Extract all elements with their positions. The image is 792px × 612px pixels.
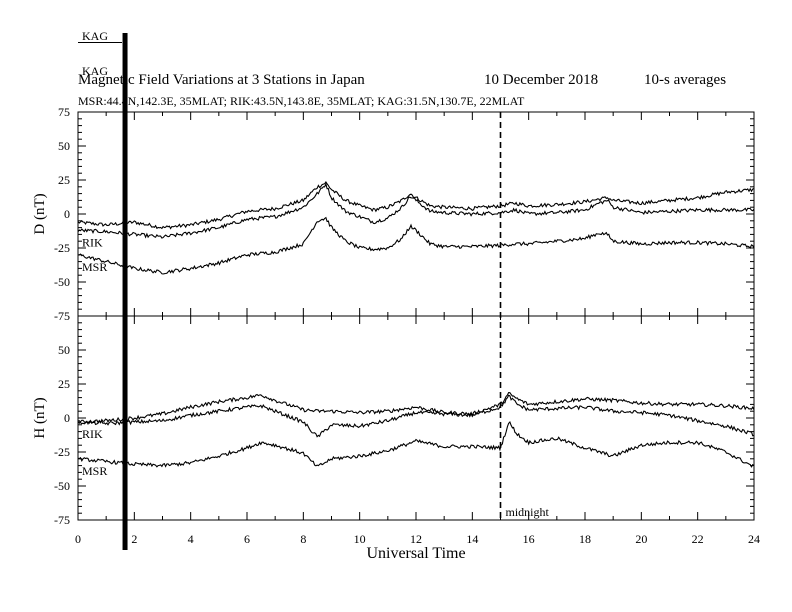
chart-averaging: 10-s averages — [644, 72, 727, 88]
series-msr-d — [78, 216, 755, 275]
panel-h-ytick-label: -25 — [54, 445, 70, 459]
chart-date: 10 December 2018 — [484, 72, 599, 88]
stray-kag-label-mid: KAG — [82, 64, 108, 78]
series-rik-d — [77, 182, 755, 239]
x-axis-label: Universal Time — [366, 545, 465, 562]
xtick-label: 0 — [75, 532, 81, 546]
xtick-label: 22 — [692, 532, 704, 546]
station-coordinates: MSR:44.4N,142.3E, 35MLAT; RIK:43.5N,143.… — [78, 94, 525, 108]
panel-d-ytick-label: 0 — [64, 207, 70, 221]
xtick-label: 16 — [523, 532, 535, 546]
series-msr-h — [77, 420, 755, 468]
panel-h-ytick-label: 50 — [58, 343, 70, 357]
chart-title: Magnetic Field Variations at 3 Stations … — [78, 72, 365, 88]
series-label-msr-h: MSR — [82, 464, 107, 478]
xtick-label: 2 — [131, 532, 137, 546]
xtick-label: 12 — [410, 532, 422, 546]
xtick-label: 24 — [748, 532, 760, 546]
panel-d-frame — [77, 111, 755, 317]
panel-d-ylabel: D (nT) — [32, 193, 48, 234]
series-label-rik-d: RIK — [82, 235, 103, 249]
xtick-label: 8 — [300, 532, 306, 546]
panel-d-ytick-label: 25 — [58, 173, 70, 187]
panel-d-ytick-label: 75 — [58, 105, 70, 119]
panel-h-ytick-label: 0 — [64, 411, 70, 425]
panel-h-frame — [77, 315, 755, 521]
panel-d-ytick-label: -25 — [54, 241, 70, 255]
stray-kag-label-top: KAG — [82, 29, 108, 43]
panel-d-ytick-label: -75 — [54, 309, 70, 323]
midnight-marker-label: midnight — [506, 505, 550, 519]
series-kag-d — [77, 181, 755, 230]
xtick-label: 18 — [579, 532, 591, 546]
xtick-label: 20 — [635, 532, 647, 546]
panel-d-ytick-label: 50 — [58, 139, 70, 153]
xtick-label: 14 — [466, 532, 478, 546]
series-kag-h — [77, 392, 755, 425]
series-label-msr-d: MSR — [82, 260, 107, 274]
panel-h-ylabel: H (nT) — [32, 397, 48, 438]
panel-h-ytick-label: -75 — [54, 513, 70, 527]
xtick-label: 10 — [354, 532, 366, 546]
series-rik-h — [77, 394, 755, 438]
panel-d-ytick-label: -50 — [54, 275, 70, 289]
panel-h-ytick-label: 25 — [58, 377, 70, 391]
xtick-label: 6 — [244, 532, 250, 546]
xtick-label: 4 — [188, 532, 194, 546]
series-label-rik-h: RIK — [82, 427, 103, 441]
stray-kag-underline — [78, 42, 122, 43]
panel-h-ytick-label: -50 — [54, 479, 70, 493]
